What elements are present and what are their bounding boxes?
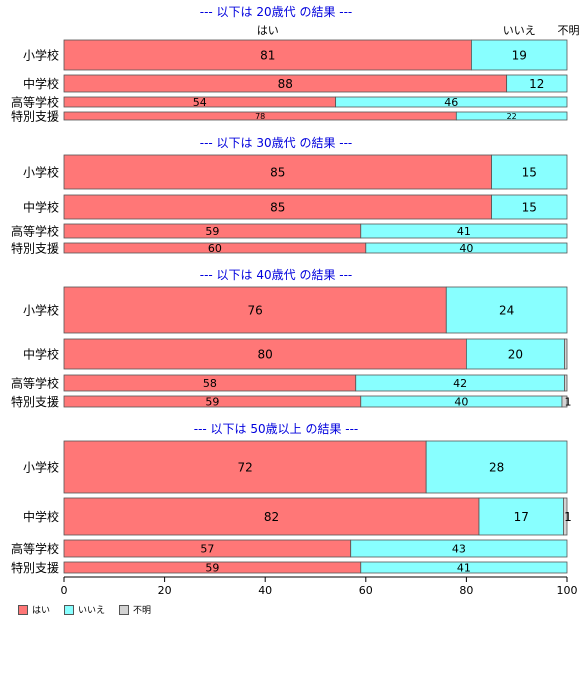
category-label: 特別支援 <box>11 394 59 409</box>
data-label-no: 19 <box>512 48 527 62</box>
panel-title: --- 以下は 30歳代 の結果 --- <box>200 136 353 150</box>
panel-title: --- 以下は 40歳代 の結果 --- <box>200 268 353 282</box>
bar-segment-no <box>335 96 568 108</box>
category-label: 特別支援 <box>11 241 59 256</box>
bar-segment-no <box>491 194 568 220</box>
panel-title: --- 以下は 50歳以上 の結果 --- <box>194 422 359 436</box>
x-tick-label: 60 <box>359 584 373 597</box>
legend-swatch-no <box>64 604 75 615</box>
legend-item-unknown: 不明 <box>119 603 151 616</box>
x-tick-label: 20 <box>158 584 172 597</box>
data-label-yes: 85 <box>270 200 285 214</box>
data-label-yes: 59 <box>205 395 219 408</box>
data-label-no: 15 <box>522 165 537 179</box>
category-label: 特別支援 <box>11 109 59 124</box>
bar-segment-no <box>360 561 568 574</box>
header-label-no: いいえ <box>503 24 536 37</box>
category-label: 中学校 <box>23 509 59 524</box>
category-label: 小学校 <box>23 303 59 318</box>
category-label: 高等学校 <box>11 224 59 239</box>
data-label-no: 42 <box>453 377 467 390</box>
category-label: 高等学校 <box>11 541 59 556</box>
bar-segment-yes <box>63 286 447 334</box>
bar-segment-no <box>471 39 568 71</box>
panel-title: --- 以下は 20歳代 の結果 --- <box>200 5 353 19</box>
data-label-yes: 57 <box>200 542 214 555</box>
bar-segment-no <box>360 223 568 239</box>
bar-segment-no <box>478 497 564 536</box>
data-label-unknown: 1 <box>565 395 572 408</box>
data-label-no: 22 <box>507 112 517 121</box>
data-label-no: 40 <box>459 242 473 255</box>
legend-swatch-yes <box>18 604 28 615</box>
bar-segment-unknown <box>564 374 568 392</box>
legend-label-yes: はい <box>32 606 51 616</box>
data-label-no: 46 <box>444 96 458 109</box>
data-label-yes: 82 <box>264 510 279 524</box>
category-label: 中学校 <box>23 200 59 215</box>
data-label-yes: 76 <box>247 303 262 317</box>
data-label-yes: 85 <box>270 165 285 179</box>
data-label-yes: 88 <box>278 77 293 91</box>
data-label-no: 40 <box>454 395 468 408</box>
data-label-no: 43 <box>452 542 466 555</box>
data-label-no: 41 <box>457 561 471 574</box>
bar-segment-no <box>445 286 568 334</box>
header-label-unknown: 不明 <box>558 24 580 37</box>
data-label-yes: 78 <box>255 112 265 121</box>
data-label-yes: 58 <box>203 377 217 390</box>
data-label-no: 24 <box>499 303 514 317</box>
data-label-yes: 72 <box>237 460 252 474</box>
data-label-yes: 59 <box>205 225 219 238</box>
category-label: 中学校 <box>23 76 59 91</box>
x-tick-label: 80 <box>459 584 473 597</box>
data-label-no: 15 <box>522 200 537 214</box>
bar-segment-no <box>506 74 568 93</box>
bar-segment-yes <box>63 497 480 536</box>
header-label-yes: はい <box>257 24 279 37</box>
data-label-yes: 54 <box>193 96 207 109</box>
bar-segment-no <box>425 440 568 494</box>
x-tick-label: 100 <box>557 584 578 597</box>
bar-segment-unknown <box>563 497 568 536</box>
x-tick-label: 0 <box>61 584 68 597</box>
data-label-no: 12 <box>529 77 544 91</box>
data-label-no: 20 <box>508 347 523 361</box>
legend-label-unknown: 不明 <box>133 606 152 616</box>
legend-label-no: いいえ <box>78 606 106 616</box>
category-label: 高等学校 <box>11 95 59 110</box>
data-label-no: 28 <box>489 460 504 474</box>
bar-segment-unknown <box>561 395 568 408</box>
bar-segment-no <box>465 338 565 370</box>
category-label: 小学校 <box>23 48 59 63</box>
category-label: 中学校 <box>23 347 59 362</box>
data-label-unknown: 1 <box>564 510 572 524</box>
data-label-yes: 81 <box>260 48 275 62</box>
data-label-yes: 80 <box>258 347 273 361</box>
chart-legend: はい いいえ 不明 <box>18 603 151 616</box>
bar-segment-yes <box>63 440 427 494</box>
category-label: 高等学校 <box>11 376 59 391</box>
legend-swatch-unknown <box>119 604 130 615</box>
bar-segment-no <box>365 242 568 254</box>
x-tick-label: 40 <box>258 584 272 597</box>
bar-segment-yes <box>63 39 472 71</box>
legend-item-no: いいえ <box>64 603 105 616</box>
category-label: 小学校 <box>23 460 59 475</box>
data-label-yes: 59 <box>205 561 219 574</box>
bar-segment-no <box>455 111 568 121</box>
bar-segment-no <box>491 154 568 190</box>
bar-segment-yes <box>63 154 492 190</box>
category-label: 小学校 <box>23 165 59 180</box>
bar-segment-unknown <box>564 338 568 370</box>
legend-item-yes: はい <box>18 603 50 616</box>
category-label: 特別支援 <box>11 560 59 575</box>
data-label-no: 41 <box>457 225 471 238</box>
data-label-yes: 60 <box>208 242 222 255</box>
bar-segment-no <box>350 539 568 558</box>
data-label-no: 17 <box>514 510 529 524</box>
